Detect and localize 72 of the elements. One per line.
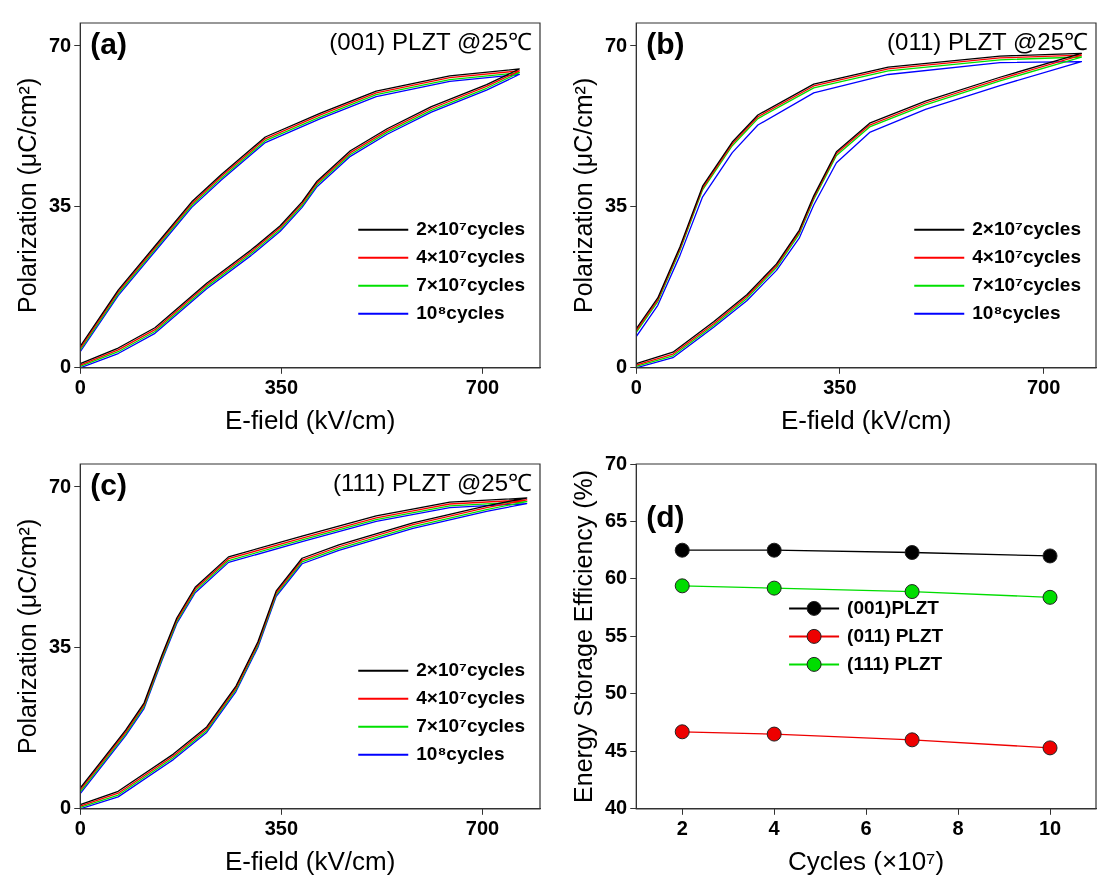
annotation: (001) PLZT @25℃	[329, 27, 532, 55]
y-tick-label: 0	[60, 796, 72, 819]
annotation: (011) PLZT @25℃	[887, 27, 1088, 55]
y-tick-label: 0	[616, 355, 628, 378]
x-tick-label: 0	[630, 376, 642, 399]
x-tick-label: 0	[74, 376, 86, 399]
legend-label: 2×10⁷cycles	[972, 218, 1081, 240]
legend-label: 2×10⁷cycles	[416, 659, 525, 681]
annotation: (d)	[646, 500, 685, 534]
annotation: (b)	[646, 27, 685, 61]
x-tick-label: 2	[676, 817, 688, 840]
y-tick-label: 70	[605, 451, 628, 474]
legend-label: 10⁸cycles	[416, 302, 505, 324]
y-tick-label: 55	[605, 623, 628, 646]
point	[766, 580, 782, 596]
point	[766, 542, 782, 558]
legend-label: 7×10⁷cycles	[416, 274, 525, 296]
point	[674, 578, 690, 594]
annotation: (a)	[90, 27, 127, 61]
y-tick-label: 35	[49, 194, 72, 217]
y-axis-title: Energy Storage Efficiency (%)	[568, 469, 597, 803]
legend-label: 7×10⁷cycles	[416, 715, 525, 737]
x-axis-title: E-field (kV/cm)	[224, 404, 396, 435]
legend-label: 10⁸cycles	[416, 743, 505, 765]
x-axis-title: Cycles (×10⁷)	[788, 845, 945, 876]
point	[904, 545, 920, 560]
y-tick-label: 0	[60, 355, 72, 378]
x-tick-label: 0	[74, 817, 86, 840]
point	[674, 724, 690, 740]
point	[1042, 589, 1058, 605]
legend-label: 2×10⁷cycles	[416, 218, 525, 240]
y-axis-title: Polarization (μC/cm²)	[568, 77, 597, 314]
x-tick-label: 700	[465, 817, 500, 840]
y-tick-label: 35	[605, 194, 628, 217]
x-tick-label: 6	[860, 817, 872, 840]
x-axis-title: E-field (kV/cm)	[780, 404, 952, 435]
legend-label: (001)PLZT	[847, 596, 940, 618]
point	[1042, 740, 1058, 756]
point	[904, 584, 920, 600]
legend-label: (111) PLZT	[847, 652, 943, 674]
y-tick-label: 70	[605, 33, 628, 56]
legend-label: 4×10⁷cycles	[416, 246, 525, 268]
annotation: (111) PLZT @25℃	[332, 468, 532, 496]
x-tick-label: 8	[952, 817, 964, 840]
legend-label: 4×10⁷cycles	[416, 687, 525, 709]
point	[1042, 548, 1058, 564]
x-tick-label: 350	[264, 376, 299, 399]
y-tick-label: 45	[605, 738, 628, 761]
y-axis-title: Polarization (μC/cm²)	[12, 518, 41, 755]
legend-label: 7×10⁷cycles	[972, 274, 1081, 296]
y-tick-label: 50	[605, 681, 628, 704]
x-tick-label: 700	[465, 376, 500, 399]
x-tick-label: 700	[1026, 376, 1061, 399]
y-tick-label: 65	[605, 508, 628, 531]
x-axis-title: E-field (kV/cm)	[224, 845, 396, 876]
point	[904, 732, 920, 748]
y-tick-label: 70	[49, 33, 72, 56]
y-axis-title: Polarization (μC/cm²)	[12, 77, 41, 314]
x-tick-label: 10	[1038, 817, 1062, 840]
legend-label: (011) PLZT	[847, 624, 944, 646]
legend-label: 4×10⁷cycles	[972, 246, 1081, 268]
y-tick-label: 40	[605, 796, 628, 819]
y-tick-label: 35	[49, 635, 72, 658]
point	[766, 726, 782, 742]
y-tick-label: 60	[605, 566, 628, 589]
point	[674, 542, 690, 558]
x-tick-label: 350	[264, 817, 299, 840]
x-tick-label: 4	[768, 817, 781, 840]
y-tick-label: 70	[49, 474, 72, 497]
x-tick-label: 350	[823, 376, 857, 399]
legend-label: 10⁸cycles	[972, 302, 1061, 324]
annotation: (c)	[90, 468, 127, 502]
